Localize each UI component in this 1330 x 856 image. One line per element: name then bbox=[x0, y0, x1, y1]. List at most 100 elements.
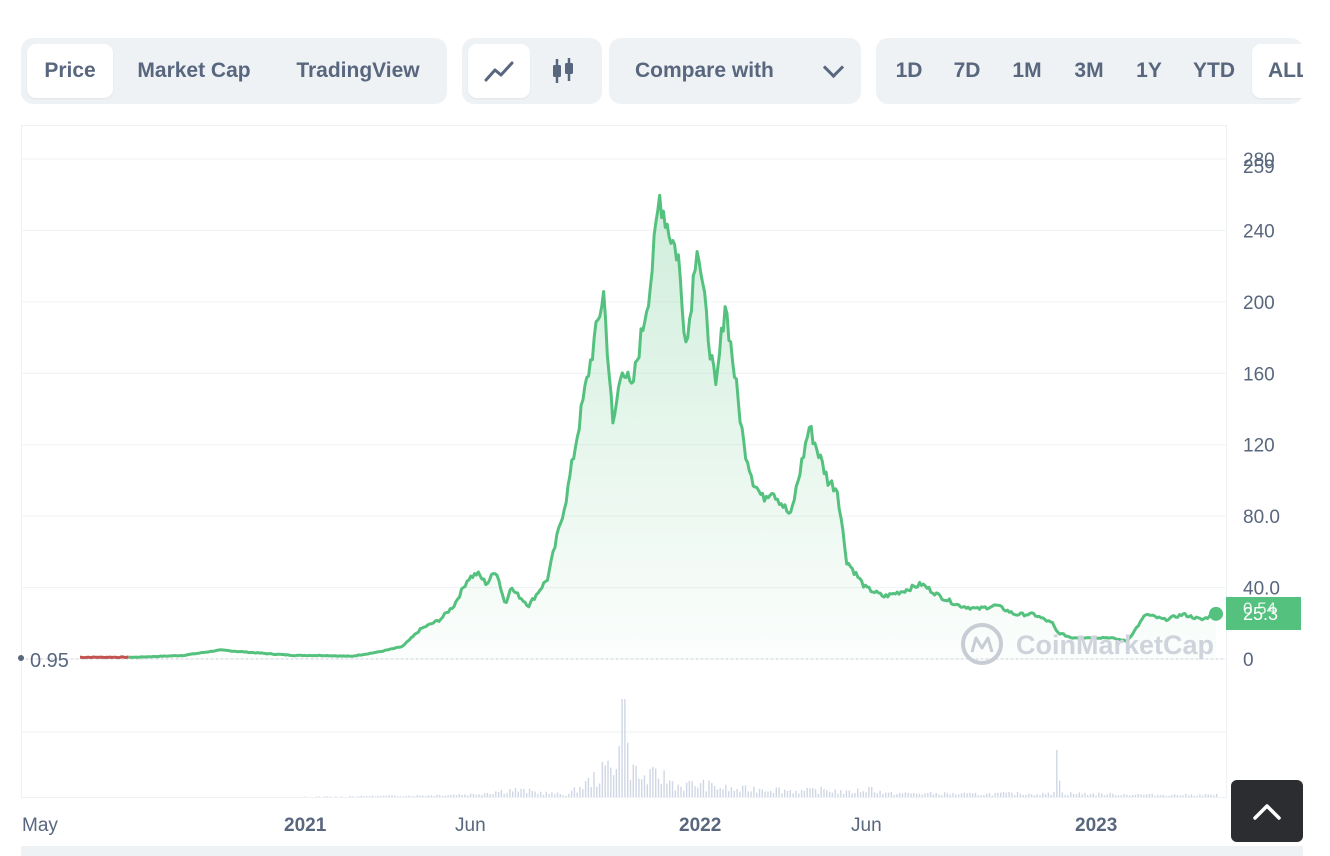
volume-bar bbox=[904, 792, 907, 797]
volume-bar bbox=[994, 793, 996, 797]
volume-bar bbox=[419, 795, 421, 797]
volume-bar bbox=[758, 788, 761, 797]
volume-bar bbox=[315, 796, 317, 797]
volume-bar bbox=[1134, 794, 1137, 797]
back-to-top-button[interactable] bbox=[1231, 780, 1303, 842]
volume-bar bbox=[1014, 795, 1016, 797]
max-price-label: 259 bbox=[1243, 157, 1275, 178]
volume-bar bbox=[402, 796, 404, 797]
volume-bar bbox=[461, 795, 463, 797]
volume-bar bbox=[963, 792, 965, 797]
x-tick-label: 2022 bbox=[679, 815, 721, 836]
range-7d[interactable]: 7D bbox=[953, 59, 981, 82]
line-chart-icon bbox=[484, 61, 514, 82]
volume-bar bbox=[857, 788, 859, 797]
volume-bar bbox=[972, 793, 974, 797]
volume-bar bbox=[1210, 794, 1212, 797]
volume-bar bbox=[1092, 793, 1094, 797]
candlestick-button[interactable] bbox=[530, 44, 596, 98]
volume-bar bbox=[411, 796, 413, 797]
volume-bar bbox=[986, 793, 988, 797]
coinmarketcap-watermark: CoinMarketCap bbox=[961, 623, 1214, 665]
volume-bar bbox=[966, 793, 968, 797]
volume-bar bbox=[879, 790, 881, 797]
volume-bar bbox=[447, 795, 449, 797]
chevron-up-icon bbox=[1253, 804, 1281, 820]
x-tick-label: Jun bbox=[851, 815, 882, 836]
tab-market-cap[interactable]: Market Cap bbox=[137, 59, 251, 82]
volume-bar bbox=[913, 792, 915, 797]
volume-bar bbox=[666, 783, 668, 797]
volume-bar bbox=[753, 786, 755, 797]
volume-bar bbox=[1173, 794, 1176, 797]
volume-bar bbox=[514, 788, 517, 797]
range-all[interactable]: ALL bbox=[1252, 44, 1303, 98]
volume-bar bbox=[1095, 795, 1097, 797]
y-tick-label: 0 bbox=[1243, 650, 1254, 671]
start-price-dot bbox=[18, 655, 24, 661]
view-tabs: Price Market Cap TradingView bbox=[21, 38, 447, 104]
volume-bar bbox=[542, 794, 545, 797]
volume-bar bbox=[335, 796, 337, 797]
volume-bar bbox=[845, 790, 848, 797]
range-1m[interactable]: 1M bbox=[1012, 59, 1042, 82]
volume-bar bbox=[1101, 793, 1103, 797]
volume-bar bbox=[960, 793, 963, 797]
volume-bar bbox=[955, 794, 957, 797]
volume-bar bbox=[1008, 791, 1010, 797]
volume-bar bbox=[582, 789, 584, 797]
watermark-text: CoinMarketCap bbox=[1016, 630, 1214, 660]
volume-bar bbox=[629, 779, 632, 797]
volume-bar bbox=[1084, 792, 1086, 797]
volume-bar bbox=[548, 794, 550, 797]
volume-bar bbox=[551, 792, 553, 797]
range-selector: 1D 7D 1M 3M 1Y YTD ALL bbox=[876, 38, 1303, 104]
volume-bar bbox=[1148, 793, 1151, 797]
volume-bar bbox=[983, 795, 985, 797]
volume-bar bbox=[573, 787, 576, 797]
volume-bar bbox=[1162, 794, 1165, 797]
volume-bar bbox=[1207, 794, 1209, 797]
range-1y[interactable]: 1Y bbox=[1136, 59, 1162, 82]
volume-bar bbox=[363, 796, 365, 797]
tab-tradingview[interactable]: TradingView bbox=[296, 59, 420, 82]
volume-bar bbox=[871, 787, 873, 797]
range-ytd[interactable]: YTD bbox=[1193, 59, 1235, 82]
volume-bar bbox=[458, 794, 461, 797]
volume-bar bbox=[576, 792, 578, 797]
tab-price[interactable]: Price bbox=[27, 44, 113, 98]
volume-bar bbox=[1087, 795, 1089, 797]
volume-bar bbox=[1075, 794, 1078, 797]
volume-bar bbox=[537, 793, 539, 797]
volume-bar bbox=[716, 789, 719, 797]
compare-dropdown-trigger[interactable]: Compare with bbox=[609, 44, 861, 98]
line-chart-button[interactable] bbox=[468, 44, 530, 98]
volume-bar bbox=[1140, 794, 1142, 797]
volume-bar bbox=[1106, 794, 1108, 797]
volume-bar bbox=[803, 790, 806, 797]
volume-bar bbox=[887, 792, 890, 797]
compare-dropdown[interactable]: Compare with bbox=[609, 38, 861, 104]
volume-bar bbox=[607, 760, 609, 797]
volume-bar bbox=[1011, 792, 1013, 797]
volume-bar bbox=[918, 793, 921, 797]
y-tick-label: 80.0 bbox=[1243, 507, 1280, 528]
volume-bar bbox=[492, 794, 494, 797]
volume-bar bbox=[663, 770, 665, 797]
volume-bar bbox=[991, 795, 993, 797]
range-1d[interactable]: 1D bbox=[895, 59, 923, 82]
volume-bar bbox=[1179, 795, 1181, 797]
volume-bar bbox=[915, 793, 918, 797]
volume-bar bbox=[876, 793, 878, 797]
y-tick-label: 120 bbox=[1243, 436, 1275, 457]
volume-bar bbox=[556, 792, 559, 797]
y-tick-label: 40.0 bbox=[1243, 579, 1280, 600]
volume-bar bbox=[927, 792, 929, 797]
volume-bar bbox=[455, 795, 458, 797]
volume-bar bbox=[680, 786, 682, 797]
range-3m[interactable]: 3M bbox=[1074, 59, 1104, 82]
volume-bar bbox=[416, 795, 418, 797]
volume-bar bbox=[1131, 794, 1134, 797]
volume-bar bbox=[579, 787, 581, 797]
